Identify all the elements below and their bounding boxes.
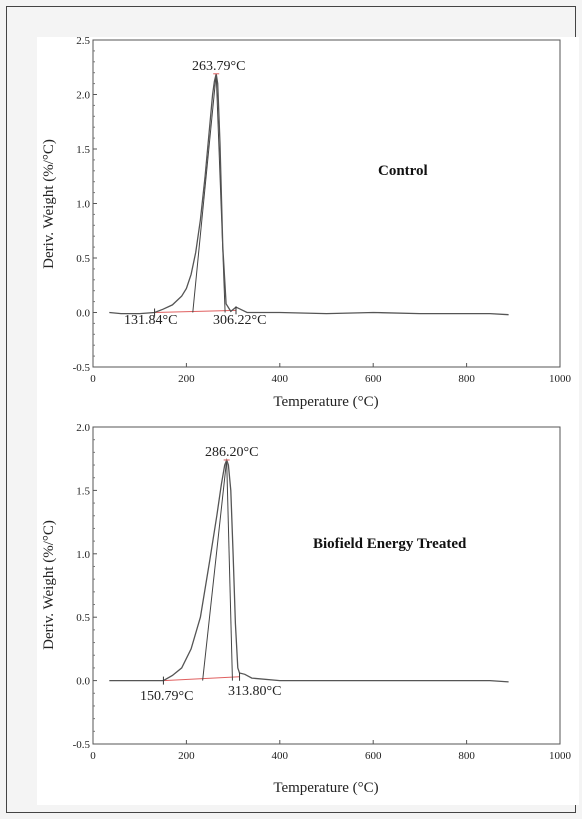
y-tick-label: 0.5 [76, 612, 90, 624]
x-tick-label: 600 [365, 373, 382, 385]
x-tick-label: 0 [90, 750, 96, 762]
x-tick-label: 800 [458, 373, 475, 385]
y-tick-label: 1.5 [76, 144, 90, 156]
y-tick-label: 1.5 [76, 485, 90, 497]
onset-label: 150.79°C [140, 689, 193, 704]
y-tick-label: 1.0 [76, 199, 90, 211]
annotation-label: Control [378, 163, 428, 179]
y-tick-label: 1.0 [76, 549, 90, 561]
y-tick-label: 0.5 [76, 253, 90, 265]
baseline-line [154, 309, 237, 313]
onset-label: 131.84°C [124, 313, 177, 328]
annotation-label: Biofield Energy Treated [313, 536, 467, 552]
y-tick-label: 2.0 [76, 90, 90, 102]
x-tick-label: 800 [458, 750, 475, 762]
endset-label: 306.22°C [213, 313, 266, 328]
y-axis-label: Deriv. Weight (%/°C) [41, 139, 57, 269]
x-tick-label: 400 [272, 373, 289, 385]
left-tangent-line [202, 459, 228, 681]
y-tick-label: 2.5 [76, 35, 90, 47]
x-axis-label: Temperature (°C) [273, 780, 378, 796]
control-chart: -0.5 0.0 0.5 1.0 1.5 2.0 2.5 0 200 400 600 800 1000… [41, 35, 572, 410]
baseline-line [163, 676, 240, 682]
x-tick-label: 1000 [549, 750, 572, 762]
y-tick-label: 0.0 [76, 676, 90, 688]
y-tick-label: -0.5 [73, 739, 91, 751]
peak-label: 286.20°C [205, 445, 258, 460]
y-tick-label: 0.0 [76, 308, 90, 320]
treated-chart: -0.5 0.0 0.5 1.0 1.5 2.0 0 200 400 600 800 1000 De… [41, 422, 572, 796]
x-tick-label: 200 [178, 373, 195, 385]
peak-label: 263.79°C [192, 59, 245, 74]
x-tick-label: 0 [90, 373, 96, 385]
x-tick-label: 200 [178, 750, 195, 762]
endset-label: 313.80°C [228, 684, 281, 699]
left-tangent-line [192, 73, 217, 313]
dtg-series-line [109, 458, 509, 683]
figure-frame [6, 6, 579, 813]
plot-area [92, 426, 561, 745]
figure-panel [37, 37, 579, 805]
dtg-series-line [109, 73, 509, 316]
y-tick-label: 2.0 [76, 422, 90, 434]
right-tangent-line [215, 73, 226, 313]
y-axis-label: Deriv. Weight (%/°C) [41, 520, 57, 650]
x-tick-label: 400 [272, 750, 289, 762]
x-tick-label: 600 [365, 750, 382, 762]
right-tangent-line [226, 459, 233, 681]
y-tick-label: -0.5 [73, 362, 91, 374]
x-tick-label: 1000 [549, 373, 572, 385]
x-axis-label: Temperature (°C) [273, 394, 378, 410]
